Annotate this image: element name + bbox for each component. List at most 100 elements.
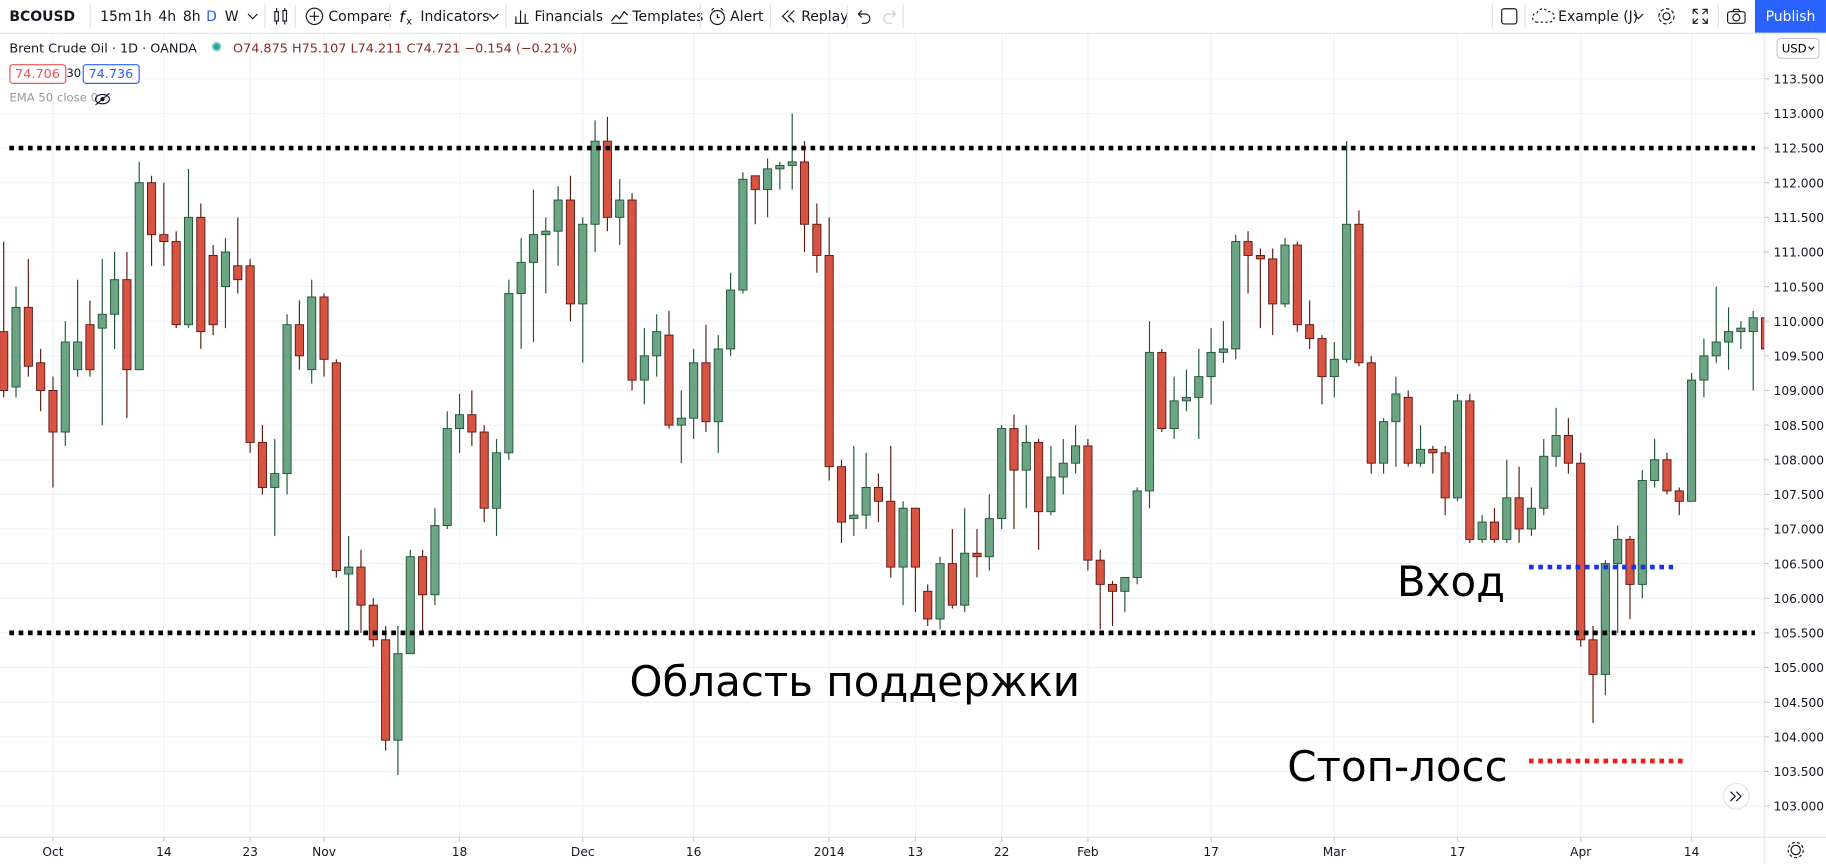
redo[interactable] <box>882 7 901 26</box>
candle-body <box>1071 445 1081 464</box>
candle-body <box>947 563 957 606</box>
candle-body <box>602 140 612 218</box>
y-tick-label: 105.500 <box>1774 627 1824 641</box>
interval[interactable]: W <box>224 8 239 25</box>
currency[interactable]: USD <box>1782 41 1807 55</box>
y-tick-label: 107.500 <box>1774 488 1824 502</box>
candle-body <box>1477 521 1487 540</box>
y-tick-label: 103.500 <box>1774 765 1824 779</box>
candle-body <box>1021 441 1031 471</box>
candle-body <box>565 199 575 305</box>
candle-body <box>1674 490 1684 502</box>
interval[interactable]: D <box>206 8 217 25</box>
templates-icon[interactable] <box>610 7 629 26</box>
replay-icon[interactable] <box>779 7 798 26</box>
separator <box>89 4 91 28</box>
candle-body <box>578 223 588 305</box>
candle-body <box>331 362 341 572</box>
interval[interactable]: 1h <box>133 8 152 25</box>
interval-menu[interactable] <box>246 7 260 26</box>
y-tick-label: 108.500 <box>1774 419 1824 433</box>
candle-body <box>1268 258 1278 305</box>
candle-body <box>1440 452 1450 499</box>
candle-body <box>1280 244 1290 305</box>
candle-body <box>1637 480 1647 585</box>
candle-body <box>1292 244 1302 326</box>
layout-select[interactable] <box>1500 7 1519 26</box>
interval[interactable]: 8h <box>182 8 201 25</box>
financials-icon[interactable] <box>512 7 531 26</box>
svg-text:x: x <box>406 16 412 25</box>
indicators-menu[interactable] <box>487 7 501 26</box>
candle-body <box>726 289 736 350</box>
publish-button[interactable]: Publish <box>1754 0 1826 33</box>
y-tick-label: 113.000 <box>1774 107 1824 121</box>
candle-body <box>1711 341 1721 357</box>
axes: 103.000 103.500 104.000 104.500 105.000 105.5… <box>42 72 1824 858</box>
fullscreen[interactable] <box>1691 7 1710 26</box>
cloud-icon[interactable] <box>1531 7 1557 26</box>
candle-body <box>1095 559 1105 585</box>
candle-body <box>307 296 317 371</box>
compare[interactable]: Compare <box>328 8 392 25</box>
x-tick-label: Nov <box>312 845 336 859</box>
snapshot[interactable] <box>1726 7 1747 26</box>
x-tick-label: 22 <box>994 845 1010 859</box>
ask-price[interactable]: 74.736 <box>82 64 140 84</box>
scroll-button[interactable] <box>1722 782 1750 810</box>
spread: 30 <box>66 67 82 81</box>
axis-settings-gear[interactable] <box>1787 841 1804 859</box>
symbol[interactable]: BCOUSD <box>9 8 76 25</box>
candle-body <box>294 324 304 357</box>
currency-menu[interactable] <box>1808 46 1815 51</box>
candle-body <box>1218 348 1228 353</box>
undo[interactable] <box>854 7 873 26</box>
candle-body <box>873 486 883 502</box>
y-tick-label: 108.000 <box>1774 453 1824 467</box>
x-tick-label: Oct <box>42 845 63 859</box>
currency-box[interactable] <box>1776 37 1820 59</box>
axis-settings[interactable] <box>1790 844 1801 856</box>
replay[interactable]: Replay <box>801 8 849 25</box>
interval[interactable]: 15m <box>100 8 132 25</box>
candle-body <box>1687 379 1697 502</box>
templates[interactable]: Templates <box>632 8 704 25</box>
candle-body <box>48 390 58 433</box>
alert[interactable]: Alert <box>730 8 764 25</box>
settings[interactable] <box>1657 7 1676 26</box>
chart-type[interactable] <box>271 7 290 26</box>
interval[interactable]: 4h <box>158 8 177 25</box>
candle-body <box>750 175 760 191</box>
candle-body <box>1379 421 1389 464</box>
hidden-icon[interactable] <box>93 92 112 106</box>
symbol-title[interactable]: Brent Crude Oil · 1D · OANDA <box>9 40 197 56</box>
separator <box>1491 4 1493 28</box>
candle-body <box>368 604 378 641</box>
indicators[interactable]: Indicators <box>420 8 490 25</box>
candle-body <box>381 639 391 741</box>
compare-icon[interactable] <box>305 7 324 26</box>
x-tick-label: 17 <box>1203 845 1219 859</box>
candle-body <box>1132 490 1142 578</box>
alert-icon[interactable] <box>708 7 727 26</box>
candle-body <box>713 348 723 423</box>
candle-body <box>504 293 514 454</box>
bid-price[interactable]: 74.706 <box>9 64 66 84</box>
financials[interactable]: Financials <box>534 8 604 25</box>
candle-body <box>1748 317 1758 333</box>
candle-body <box>553 199 563 232</box>
candle-body <box>1465 400 1475 540</box>
layout-name[interactable]: Example (J) <box>1558 8 1639 25</box>
candle-body <box>1107 583 1118 592</box>
candle-body <box>799 161 810 225</box>
y-tick-label: 112.500 <box>1774 142 1824 156</box>
candle-body <box>1354 223 1364 364</box>
layout-menu[interactable] <box>1632 7 1646 26</box>
candle-body <box>60 341 70 433</box>
candle-body <box>664 334 674 426</box>
candle-body <box>110 279 120 315</box>
